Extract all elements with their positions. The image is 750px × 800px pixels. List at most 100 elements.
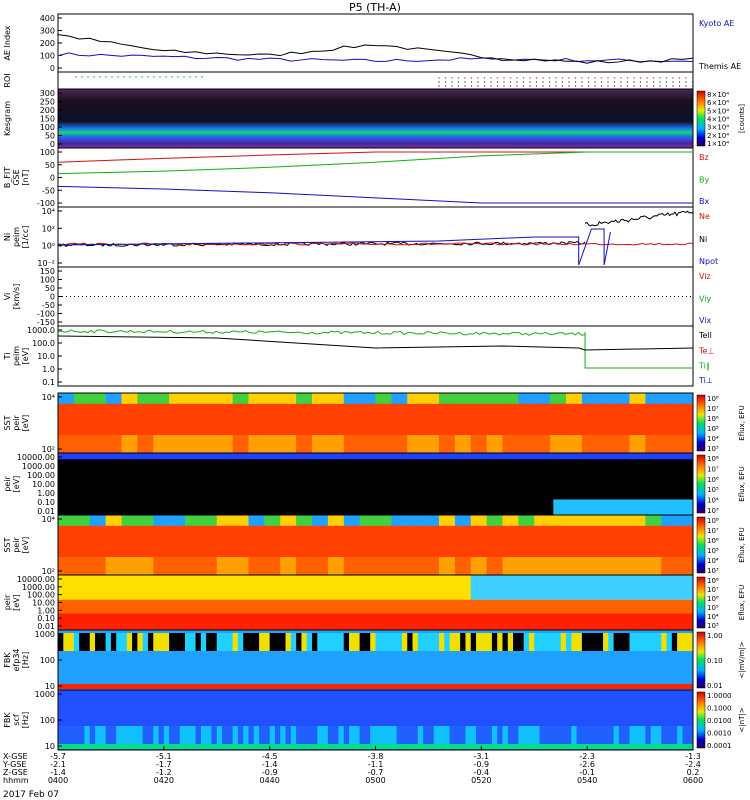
spectrogram-cell [248, 726, 255, 744]
spectrogram-cell [449, 633, 456, 651]
roi-dot [522, 81, 525, 83]
spectrogram-cell [232, 726, 239, 744]
roi-dot [633, 85, 635, 87]
spectrogram-cell [121, 557, 138, 575]
roi-dot [561, 81, 564, 83]
legend-entry: Viy [699, 295, 712, 304]
spectrogram-cell [661, 557, 678, 575]
y-axis-label: scf [12, 714, 21, 726]
spectrogram-cell [206, 633, 212, 651]
spectrogram-cell [237, 726, 244, 744]
spectrogram-cell [227, 633, 234, 651]
spectrogram-cell [68, 726, 75, 744]
roi-dot [652, 81, 655, 83]
y-tick-label: 1.00 [37, 489, 55, 498]
x-tick-label: -2.3 [579, 752, 595, 761]
roi-dot [594, 81, 596, 83]
spectrogram-cell [343, 515, 361, 526]
spectrogram-cell [613, 633, 620, 651]
spectrogram-cell [174, 726, 181, 744]
spectrogram-cell [132, 633, 138, 651]
spectrogram-cell [486, 393, 503, 404]
spectrogram-cell [380, 633, 387, 651]
spectrogram-cell [359, 515, 376, 526]
y-axis-label: Ni [3, 233, 12, 241]
roi-dot [483, 85, 486, 87]
spectrogram-cell [105, 557, 122, 575]
spectrogram-cell [497, 726, 503, 744]
legend-entry: Tell [698, 331, 712, 340]
spectrogram-cell [327, 633, 334, 651]
roi-dot [626, 81, 629, 83]
spectrogram-cell [312, 515, 329, 526]
roi-dot [685, 81, 687, 83]
spectrogram-cell [169, 633, 175, 651]
kesgram-spectrogram [58, 89, 693, 148]
spectrogram-cell [169, 726, 175, 744]
spectrogram-cell [375, 557, 392, 575]
spectrogram-cell [624, 633, 630, 651]
spectrogram-cell [592, 726, 599, 744]
roi-dot [620, 81, 622, 83]
spectrogram-cell [327, 557, 345, 575]
spectrogram-cell [645, 726, 652, 744]
spectrogram-cell [592, 633, 599, 651]
spectrogram-cell [364, 726, 371, 744]
spectrogram-cell [211, 726, 218, 744]
spectrogram-cell [523, 726, 530, 744]
spectrogram-cell [608, 633, 615, 651]
spectrogram-cell [206, 726, 212, 744]
colorbar-tick-label: 10³ [707, 622, 719, 630]
spectrogram-cell [597, 515, 615, 526]
x-tick-label: -4.5 [262, 752, 278, 761]
roi-dot [555, 77, 557, 79]
spectrogram-cell [486, 726, 493, 744]
spectrogram-cell [375, 435, 392, 453]
spectrogram-cell [454, 557, 472, 575]
roi-dot [438, 81, 440, 83]
spectrogram-band [470, 575, 693, 600]
y-axis-label: peir [3, 476, 12, 492]
spectrogram-cell [190, 726, 196, 744]
spectrogram-cell [169, 557, 186, 575]
colorbar-tick-label: 0.0001 [707, 742, 732, 750]
roi-dot [153, 76, 155, 78]
spectrogram-cell [153, 435, 170, 453]
spectrogram-cell [507, 726, 514, 744]
roi-dot [568, 81, 570, 83]
colorbar [696, 454, 706, 514]
spectrogram-cell [444, 726, 450, 744]
y-tick-label: 10.0 [37, 352, 55, 361]
spectrogram-cell [137, 515, 154, 526]
roi-dot [457, 81, 460, 83]
x-tick-label: -0.7 [368, 768, 384, 777]
spectrogram-cell [147, 726, 154, 744]
spectrogram-cell [179, 726, 186, 744]
spectrogram-cell [581, 633, 588, 651]
spectrogram-cell [216, 557, 234, 575]
y-axis-label: Vi [3, 293, 12, 301]
colorbar-tick-label: 5×10⁴ [707, 107, 729, 115]
spectrogram-cell [407, 393, 424, 404]
spectrogram-cell [550, 435, 567, 453]
spectrogram-cell [121, 515, 138, 526]
spectrogram-cell [200, 633, 207, 651]
spectrogram-cell [121, 633, 128, 651]
spectrogram-cell [550, 393, 567, 404]
y-axis-label: FBK [3, 652, 12, 668]
spectrogram-cell [465, 726, 472, 744]
spectrogram-cell [190, 633, 196, 651]
x-tick-label: -0.1 [579, 768, 595, 777]
spectrogram-band [58, 613, 693, 630]
spectrogram-cell [587, 726, 593, 744]
spectrogram-cell [116, 726, 122, 744]
x-tick-label: -0.9 [474, 760, 490, 769]
spectrogram-cell [195, 726, 202, 744]
spectrogram-cell [301, 633, 308, 651]
colorbar-tick-label: 10⁴ [707, 435, 719, 443]
y-axis-label: peim [12, 346, 21, 366]
spectrogram-cell [502, 515, 519, 526]
spectrogram-cell [216, 633, 223, 651]
legend-entry: Ne [699, 212, 710, 221]
x-tick-label: 0500 [365, 776, 385, 785]
